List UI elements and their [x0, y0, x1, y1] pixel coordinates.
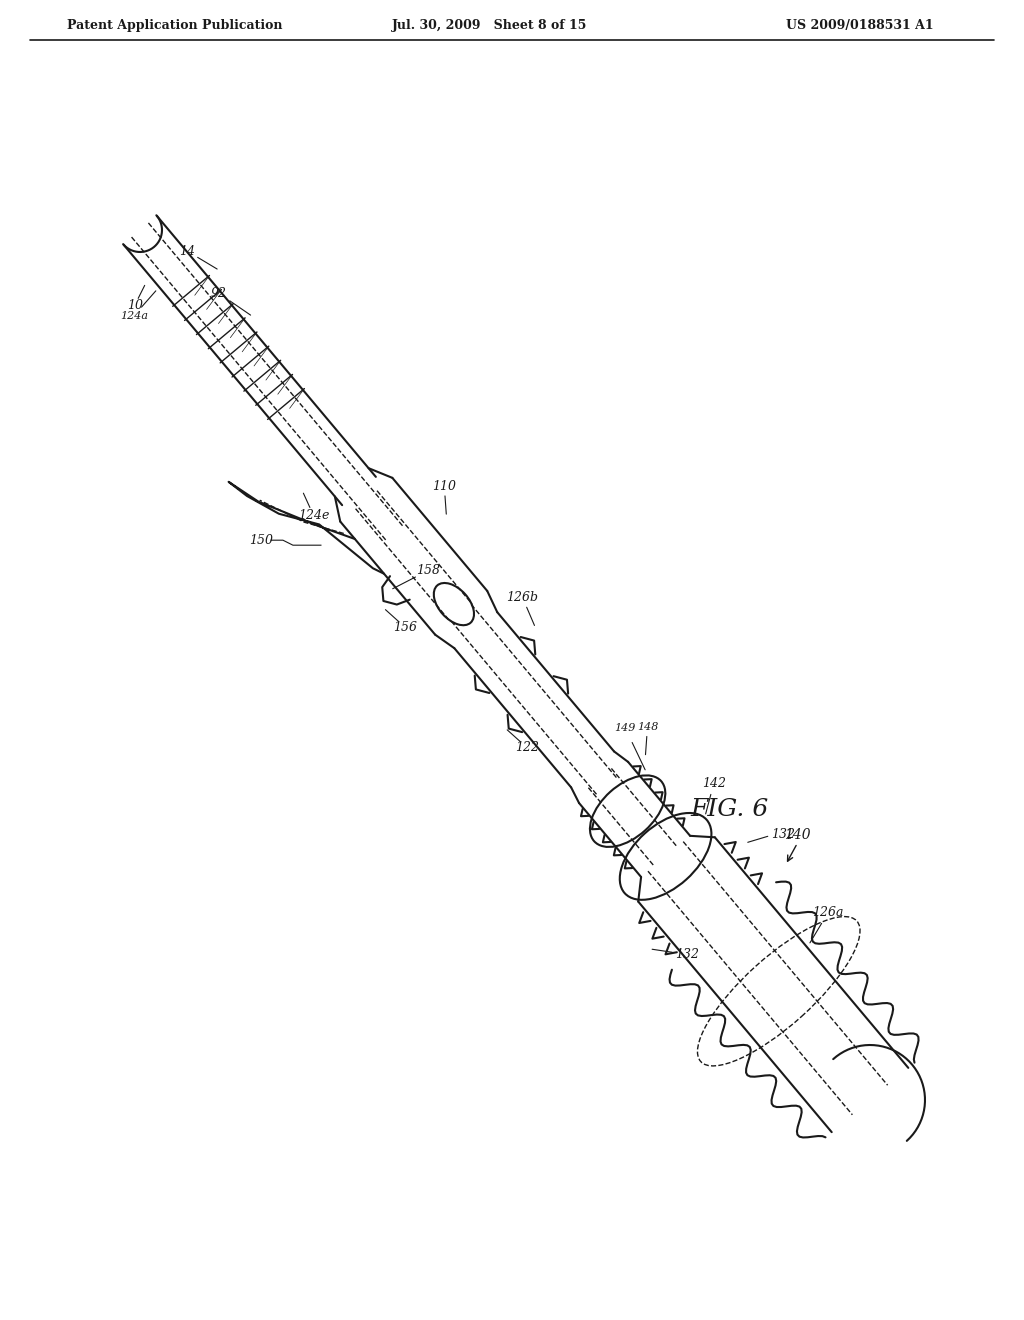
Text: 150: 150	[249, 533, 273, 546]
Text: 10: 10	[127, 298, 142, 312]
Text: 14: 14	[179, 244, 196, 257]
Text: 132: 132	[771, 828, 795, 841]
Text: 156: 156	[393, 622, 418, 634]
Text: 140: 140	[784, 828, 811, 842]
Text: 149: 149	[614, 723, 636, 733]
Text: 92: 92	[211, 286, 226, 300]
Text: 132: 132	[675, 948, 699, 961]
Text: 158: 158	[416, 564, 439, 577]
Text: 110: 110	[432, 479, 457, 492]
Text: 124a: 124a	[120, 310, 147, 321]
Text: FIG. 6: FIG. 6	[691, 799, 769, 821]
Text: 142: 142	[701, 777, 726, 791]
Text: US 2009/0188531 A1: US 2009/0188531 A1	[786, 18, 934, 32]
Text: Patent Application Publication: Patent Application Publication	[68, 18, 283, 32]
Text: Jul. 30, 2009   Sheet 8 of 15: Jul. 30, 2009 Sheet 8 of 15	[392, 18, 588, 32]
Text: 124e: 124e	[298, 508, 329, 521]
Text: 148: 148	[637, 722, 658, 731]
Text: 126b: 126b	[507, 591, 539, 605]
Text: 126a: 126a	[812, 907, 844, 919]
Text: 122: 122	[515, 742, 540, 754]
